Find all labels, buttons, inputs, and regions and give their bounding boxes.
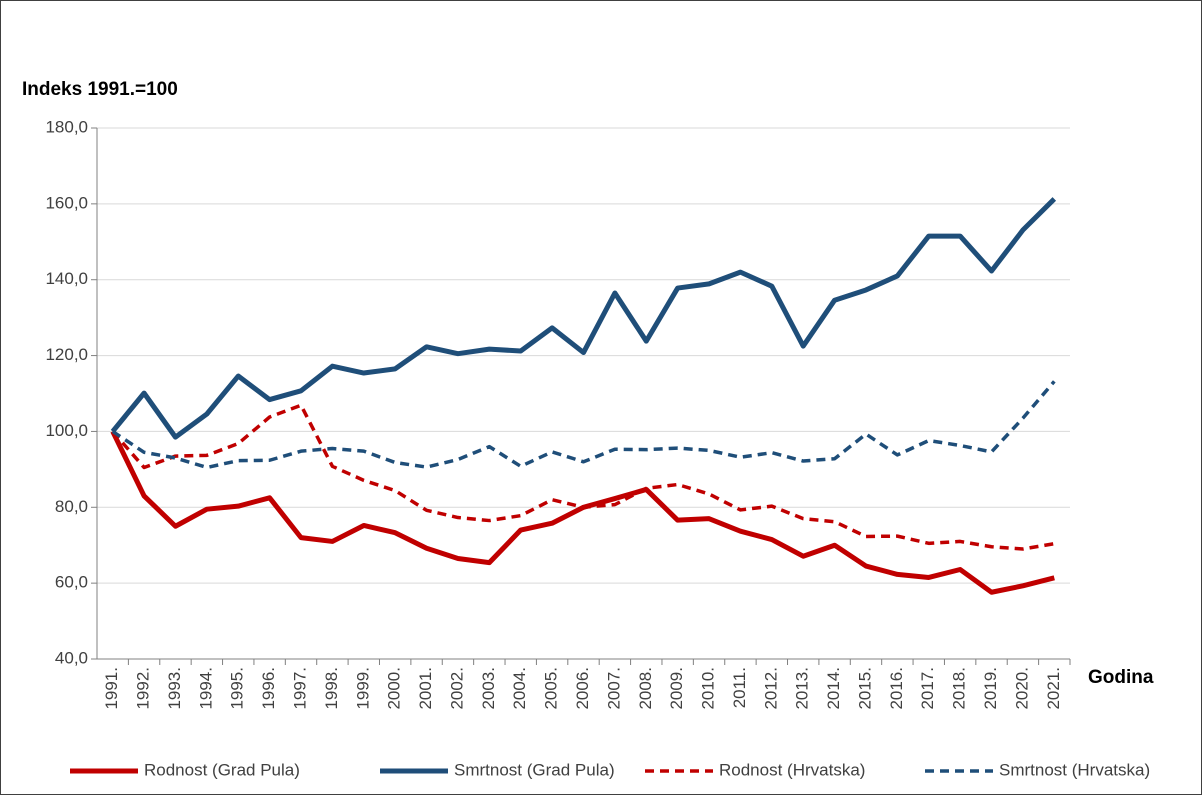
y-tick-label: 60,0 [55, 573, 88, 592]
x-tick-label: 1994. [196, 667, 215, 710]
x-tick-label: 1991. [102, 667, 121, 710]
y-tick-label: 100,0 [45, 421, 88, 440]
x-tick-label: 2021. [1044, 667, 1063, 710]
x-tick-label: 2012. [761, 667, 780, 710]
x-tick-label: 1992. [134, 667, 153, 710]
x-tick-label: 2016. [887, 667, 906, 710]
x-tick-label: 2014. [824, 667, 843, 710]
x-tick-label: 2017. [918, 667, 937, 710]
x-tick-label: 2008. [636, 667, 655, 710]
x-tick-label: 2015. [855, 667, 874, 710]
x-tick-label: 2009. [667, 667, 686, 710]
x-tick-label: 2003. [479, 667, 498, 710]
y-tick-label: 160,0 [45, 193, 88, 212]
x-tick-label: 1995. [228, 667, 247, 710]
y-tick-label: 140,0 [45, 269, 88, 288]
x-tick-label: 1993. [165, 667, 184, 710]
y-tick-label: 40,0 [55, 648, 88, 667]
x-tick-label: 2001. [416, 667, 435, 710]
y-tick-label: 120,0 [45, 345, 88, 364]
x-tick-label: 2011. [730, 667, 749, 708]
y-tick-label: 180,0 [45, 117, 88, 136]
x-tick-label: 2013. [793, 667, 812, 710]
y-tick-label: 80,0 [55, 497, 88, 516]
x-tick-label: 2007. [604, 667, 623, 710]
x-tick-label: 1999. [353, 667, 372, 710]
x-tick-label: 2002. [447, 667, 466, 710]
legend-label: Rodnost (Grad Pula) [144, 760, 300, 779]
x-tick-label: 2020. [1012, 667, 1031, 710]
x-tick-label: 2000. [385, 667, 404, 710]
x-tick-label: 2010. [699, 667, 718, 710]
legend-label: Smrtnost (Hrvatska) [999, 760, 1150, 779]
x-tick-label: 1996. [259, 667, 278, 710]
series-line [111, 403, 1055, 551]
y-axis-title: Indeks 1991.=100 [22, 79, 178, 100]
legend-label: Smrtnost (Grad Pula) [454, 760, 615, 779]
x-tick-label: 2006. [573, 667, 592, 710]
x-tick-label: 1998. [322, 667, 341, 710]
x-tick-label: 2004. [510, 667, 529, 710]
x-axis-title: Godina [1088, 667, 1154, 688]
x-tick-label: 1997. [291, 667, 310, 710]
x-tick-label: 2018. [950, 667, 969, 710]
legend-label: Rodnost (Hrvatska) [719, 760, 865, 779]
x-tick-label: 2005. [542, 667, 561, 710]
series-line [110, 197, 1057, 440]
series-line [111, 380, 1056, 470]
x-tick-label: 2019. [981, 667, 1000, 710]
